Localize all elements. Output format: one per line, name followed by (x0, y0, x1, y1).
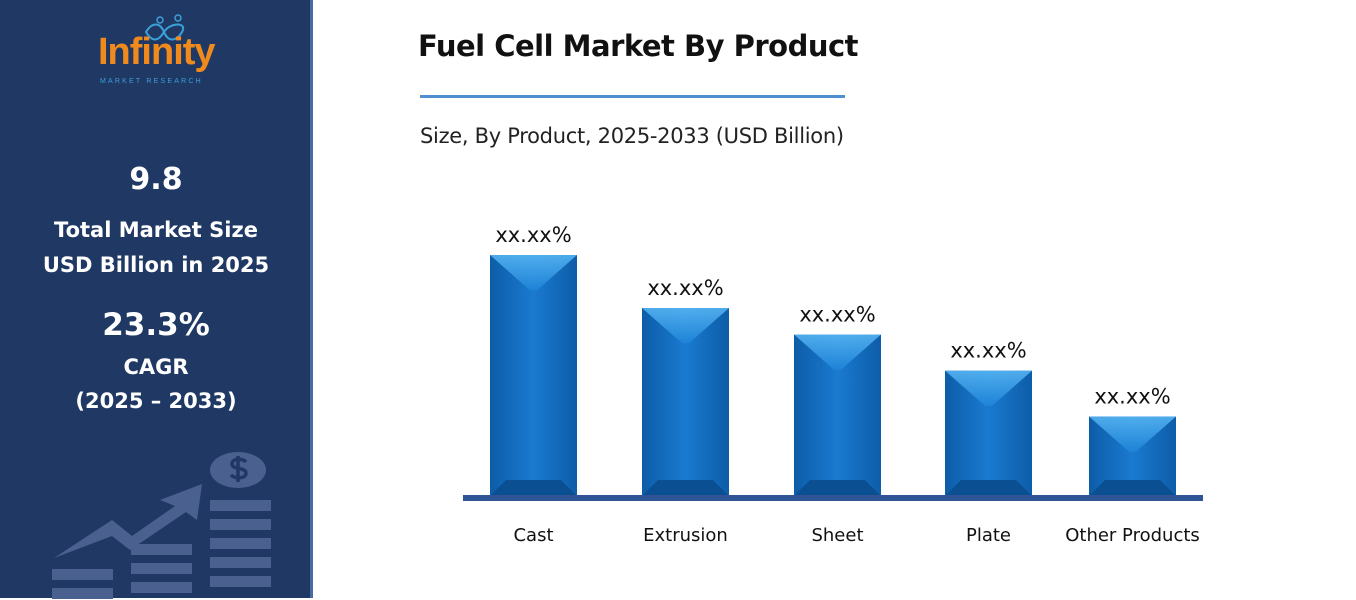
logo-infinity-icon (144, 14, 185, 41)
cagr-value: 23.3% (102, 307, 210, 343)
logo-subtext: MARKET RESEARCH (100, 78, 203, 85)
data-label: xx.xx% (950, 339, 1026, 363)
cagr-label: CAGR (123, 355, 189, 379)
market-size-label: Total Market Size (54, 218, 258, 242)
bar-other-products (1089, 416, 1176, 496)
data-label: xx.xx% (495, 223, 571, 247)
x-axis-line (463, 495, 1203, 501)
x-tick-label: Plate (966, 525, 1011, 546)
bar-cast (490, 255, 577, 496)
x-tick-label: Extrusion (643, 525, 728, 546)
chart-subtitle: Size, By Product, 2025-2033 (USD Billion… (420, 124, 844, 148)
sidebar: Infinity MARKET RESEARCH 9.8 Total Marke… (0, 0, 313, 599)
data-label: xx.xx% (1094, 384, 1170, 408)
data-label: xx.xx% (647, 276, 723, 300)
logo: Infinity MARKET RESEARCH (98, 14, 238, 92)
market-size-unit: USD Billion in 2025 (42, 253, 270, 277)
market-size-value: 9.8 (129, 162, 183, 197)
x-tick-label: Sheet (811, 525, 863, 546)
chart-title: Fuel Cell Market By Product (418, 29, 859, 63)
bar-plate (945, 370, 1032, 496)
logo-text: Infinity (98, 31, 216, 73)
growth-chart-dollar-icon (52, 452, 271, 599)
data-label: xx.xx% (799, 303, 875, 327)
cagr-period: (2025 – 2033) (75, 389, 237, 413)
bar-sheet (794, 334, 881, 496)
x-tick-label: Cast (513, 525, 553, 546)
x-tick-label: Other Products (1065, 525, 1200, 546)
bar-extrusion (642, 308, 729, 496)
title-divider (420, 95, 845, 98)
